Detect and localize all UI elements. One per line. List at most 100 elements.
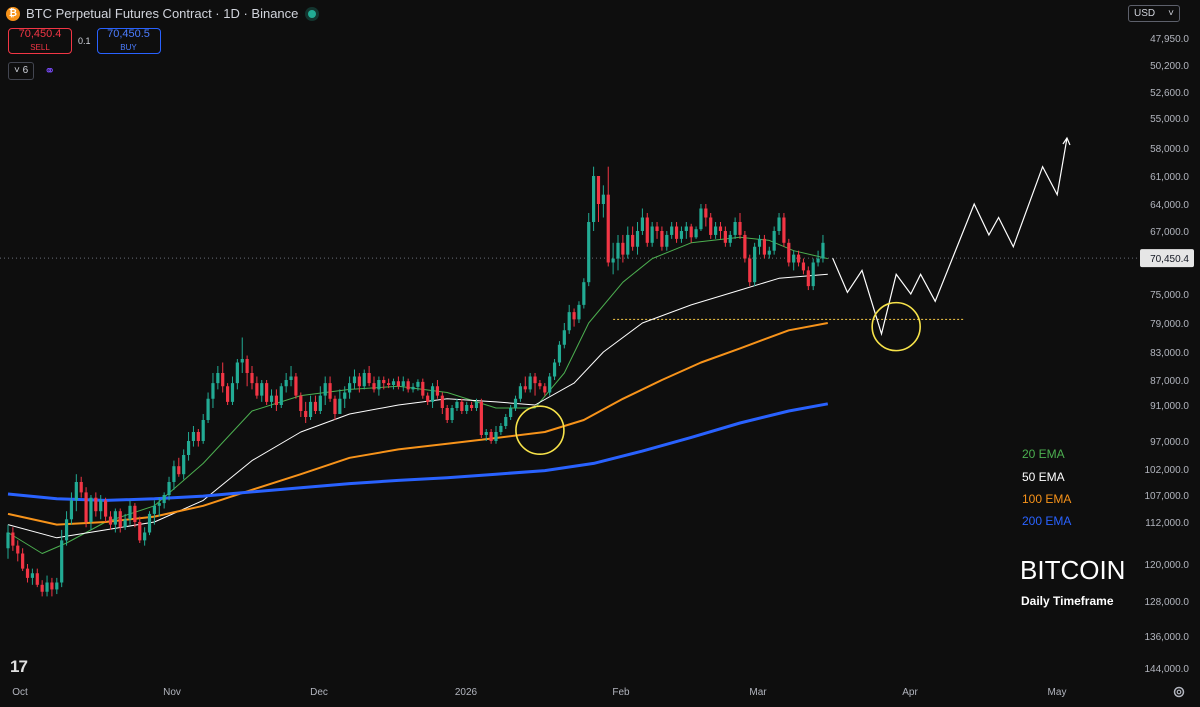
candle [279,386,283,405]
price-tick-label: 52,600.0 [1150,88,1189,99]
candle [235,362,239,384]
date-tick-label: Dec [310,687,328,698]
candle [191,432,196,441]
candle [147,513,152,533]
candle [806,270,810,287]
candle [245,359,249,373]
candle [108,516,113,525]
price-tick-label: 50,200.0 [1150,61,1189,72]
candle [699,208,703,230]
currency-label: USD [1134,8,1156,19]
candle [294,376,298,396]
candle [743,234,747,259]
candle [767,250,771,255]
candle [362,373,366,387]
date-tick-label: Apr [902,687,918,698]
candle [670,226,674,235]
date-tick-label: Oct [12,687,28,698]
candle [172,466,176,482]
candle [489,432,493,441]
candle [421,381,425,396]
candle [528,376,532,390]
candle [289,376,293,380]
price-tick-label: 128,000.0 [1145,597,1190,608]
sell-button[interactable]: 70,450.4 SELL [8,28,72,54]
candle [240,359,244,363]
symbol-title[interactable]: BTC Perpetual Futures Contract · 1D · Bi… [26,6,299,21]
indicator-link-icon[interactable]: ⚭ [44,63,56,78]
buy-button[interactable]: 70,450.5 BUY [96,28,161,54]
candle [143,532,147,541]
price-tick-label: 97,000.0 [1150,437,1189,448]
candle [250,373,254,384]
candle [352,376,357,384]
current-price-badge [1140,249,1194,268]
candle [792,254,796,263]
candle [435,386,440,396]
price-tick-label: 112,000.0 [1145,518,1189,529]
candle [230,383,235,402]
candle [74,482,78,501]
candle [123,519,127,528]
candle [167,482,171,495]
candle [186,441,191,455]
candle [592,176,596,222]
candle [816,258,820,263]
candle [255,383,259,396]
candle [748,258,752,283]
candle [645,217,649,243]
price-tick-label: 58,000.0 [1150,144,1189,155]
date-tick-label: Nov [163,687,181,698]
date-tick-label: May [1048,687,1067,698]
candle [674,226,679,239]
chart-header: ₿ BTC Perpetual Futures Contract · 1D · … [6,6,317,21]
sell-label: SELL [30,43,50,52]
date-tick-label: Feb [612,687,630,698]
candle [640,217,644,231]
price-tick-label: 83,000.0 [1150,348,1189,359]
candle [465,405,469,411]
candle [304,411,308,417]
candle [89,497,93,522]
order-quantity[interactable]: 0.1 [78,36,91,46]
indicators-toggle[interactable]: ˅ 6 [8,62,35,80]
candle [406,381,410,390]
price-tick-label: 79,000.0 [1150,319,1189,330]
price-tick-label: 64,000.0 [1150,200,1189,211]
price-tick-label: 107,000.0 [1145,491,1190,502]
candle [650,226,654,243]
candle [118,511,122,528]
candle [796,254,801,263]
candle [430,386,435,402]
candle [16,545,20,554]
projection-arrowhead [1062,136,1071,146]
legend-item: 100 EMA [1022,492,1072,506]
candle [655,226,659,231]
candle [689,226,693,238]
annotation-subtitle: Daily Timeframe [1021,594,1114,608]
candle [455,401,459,408]
candle [470,405,474,408]
tradingview-logo[interactable]: 17 [10,657,28,676]
buy-price: 70,450.5 [107,28,150,40]
candle [474,401,479,408]
candle [538,383,542,387]
candle [782,217,786,243]
currency-select[interactable]: USD ˅ [1128,5,1180,22]
candle [333,398,337,414]
market-status-icon [308,9,317,18]
candle [284,380,288,387]
candle [772,231,776,251]
candle [318,395,322,411]
gear-icon[interactable] [1172,685,1186,699]
candle [582,282,586,305]
candle [357,376,361,387]
candle [611,258,615,263]
candle [152,505,156,514]
candle [308,401,313,417]
candle [733,222,737,235]
candle [201,420,205,441]
candle [391,381,396,385]
candle [113,511,117,525]
